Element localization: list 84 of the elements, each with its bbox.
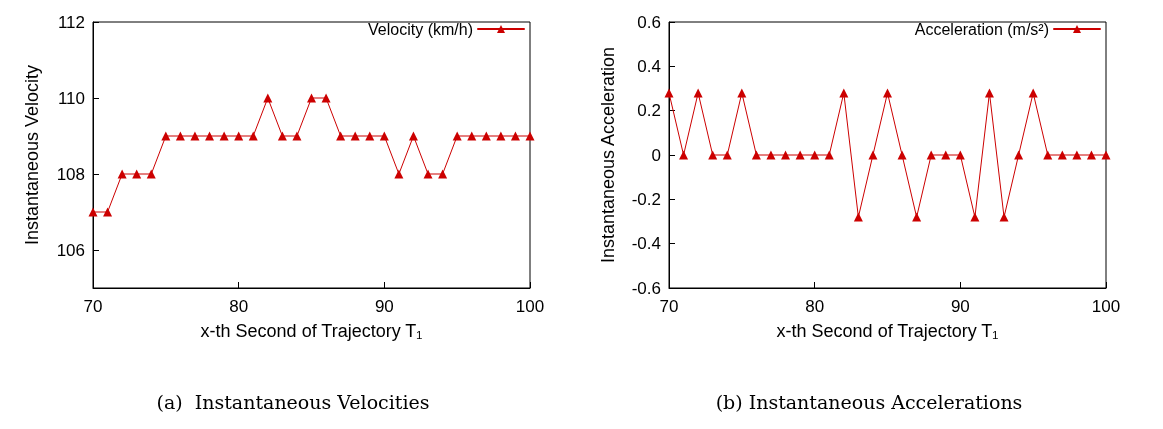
point <box>824 150 834 160</box>
point <box>88 207 98 217</box>
point <box>1072 150 1082 160</box>
y-axis-title: Instantaneous Acceleration <box>598 46 618 264</box>
point <box>679 150 689 160</box>
point <box>722 150 732 160</box>
point <box>175 131 185 141</box>
point <box>408 131 418 141</box>
point <box>897 150 907 160</box>
point <box>219 131 229 141</box>
y-tick-label: 0.4 <box>637 56 661 76</box>
point <box>751 150 761 160</box>
point <box>277 131 287 141</box>
y-tick-label: 0 <box>651 145 661 165</box>
x-axis-title: x-th Second of Trajectory T₁ <box>776 321 999 341</box>
x-axis-title: x-th Second of Trajectory T₁ <box>200 321 423 341</box>
point <box>1043 150 1053 160</box>
x-tick-label: 90 <box>950 297 970 316</box>
point <box>708 150 718 160</box>
point <box>868 150 878 160</box>
y-tick-label: 112 <box>57 12 85 32</box>
point <box>970 212 980 222</box>
point <box>350 131 360 141</box>
point <box>810 150 820 160</box>
point <box>467 131 477 141</box>
point <box>1014 150 1024 160</box>
point <box>117 169 127 179</box>
point <box>205 131 215 141</box>
point <box>781 150 791 160</box>
point <box>941 150 951 160</box>
point <box>766 150 776 160</box>
text: (a) Instantaneous Velocities <box>156 390 430 413</box>
point <box>394 169 404 179</box>
point <box>926 150 936 160</box>
point <box>999 212 1009 222</box>
point <box>365 131 375 141</box>
y-tick-label: 106 <box>56 240 85 260</box>
y-tick-label: 110 <box>57 88 85 108</box>
point <box>103 207 113 217</box>
x-tick-label: 90 <box>374 297 394 316</box>
point <box>423 169 433 179</box>
point <box>379 131 389 141</box>
point <box>190 131 200 141</box>
point <box>510 131 520 141</box>
point <box>1086 150 1096 160</box>
point <box>321 93 331 103</box>
x-tick-label: 80 <box>229 297 249 316</box>
point <box>912 212 922 222</box>
point <box>452 131 462 141</box>
point <box>481 131 491 141</box>
point <box>234 131 244 141</box>
y-tick-label: 0.6 <box>637 12 661 32</box>
point <box>336 131 346 141</box>
point <box>146 169 156 179</box>
point <box>307 93 316 103</box>
point <box>795 150 805 160</box>
x-tick-label: 70 <box>659 297 679 316</box>
y-tick-label: -0.4 <box>631 234 661 254</box>
y-axis-title: Instantaneous Velocity <box>22 64 42 246</box>
y-tick-label: 108 <box>56 164 85 184</box>
point <box>525 131 535 141</box>
point <box>1057 150 1067 160</box>
x-tick-label: 100 <box>1091 297 1121 316</box>
legend-label: Velocity (km/h) <box>368 20 473 38</box>
point <box>132 169 142 179</box>
point <box>263 93 273 103</box>
point <box>438 169 448 179</box>
point <box>853 212 863 222</box>
point <box>496 131 506 141</box>
point <box>248 131 258 141</box>
point <box>664 88 674 98</box>
point <box>955 150 965 160</box>
point <box>292 131 302 141</box>
y-tick-label: -0.6 <box>631 278 661 298</box>
x-tick-label: 70 <box>83 297 103 316</box>
x-tick-label: 80 <box>805 297 825 316</box>
point <box>1101 150 1111 160</box>
text: (b) Instantaneous Accelerations <box>715 390 1023 413</box>
point <box>883 88 892 98</box>
y-tick-label: -0.2 <box>631 189 661 209</box>
x-tick-label: 100 <box>515 297 545 316</box>
y-tick-label: 0.2 <box>637 101 661 121</box>
legend-label: Acceleration (m/s²) <box>914 20 1049 38</box>
point <box>161 131 171 141</box>
